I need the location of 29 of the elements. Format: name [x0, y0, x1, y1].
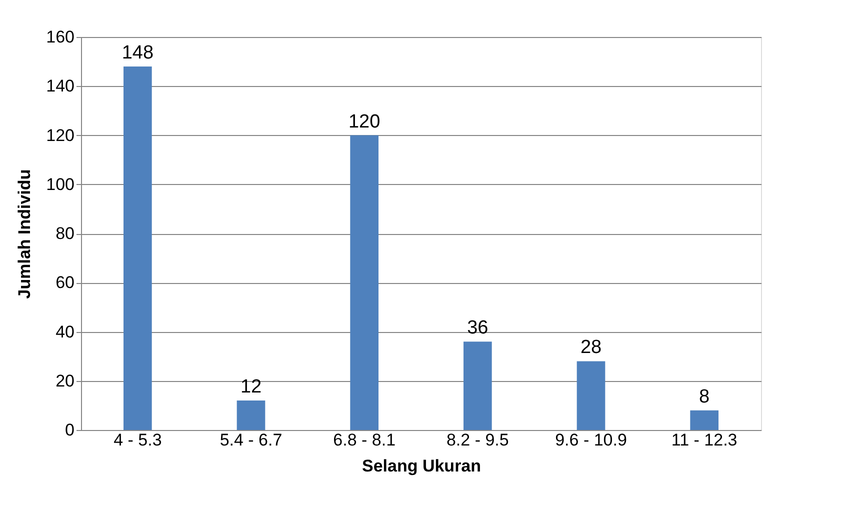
bar — [576, 361, 606, 430]
x-tick-label: 6.8 - 8.1 — [333, 430, 396, 450]
y-axis-title: Jumlah Individu — [15, 169, 34, 299]
y-tick-label: 160 — [46, 28, 74, 46]
bar — [464, 342, 492, 430]
y-tick-label: 100 — [46, 174, 74, 194]
x-axis-title: Selang Ukuran — [362, 456, 482, 476]
y-tick-label: 120 — [46, 126, 74, 145]
y-tick-label: 40 — [56, 322, 74, 342]
x-tick-label: 9.6 - 10.9 — [555, 430, 627, 450]
data-label: 148 — [122, 42, 154, 64]
data-label: 28 — [580, 337, 602, 358]
data-label: 36 — [467, 318, 488, 339]
data-label: 8 — [699, 386, 710, 408]
x-tick-label: 4 - 5.3 — [114, 430, 162, 450]
bar — [350, 135, 378, 430]
y-tick-label: 80 — [56, 224, 74, 243]
y-tick-label: 0 — [65, 420, 74, 440]
data-label: 120 — [348, 111, 380, 132]
x-tick-label: 11 - 12.3 — [671, 430, 738, 450]
y-tick-label: 20 — [56, 371, 74, 390]
data-label: 12 — [240, 376, 262, 398]
y-tick-label: 60 — [56, 273, 74, 292]
x-tick-label: 5.4 - 6.7 — [220, 430, 282, 450]
bar — [236, 400, 266, 430]
y-tick-label: 140 — [46, 76, 74, 96]
bar — [124, 66, 152, 430]
x-tick-label: 8.2 - 9.5 — [446, 430, 509, 450]
bar — [690, 410, 718, 430]
